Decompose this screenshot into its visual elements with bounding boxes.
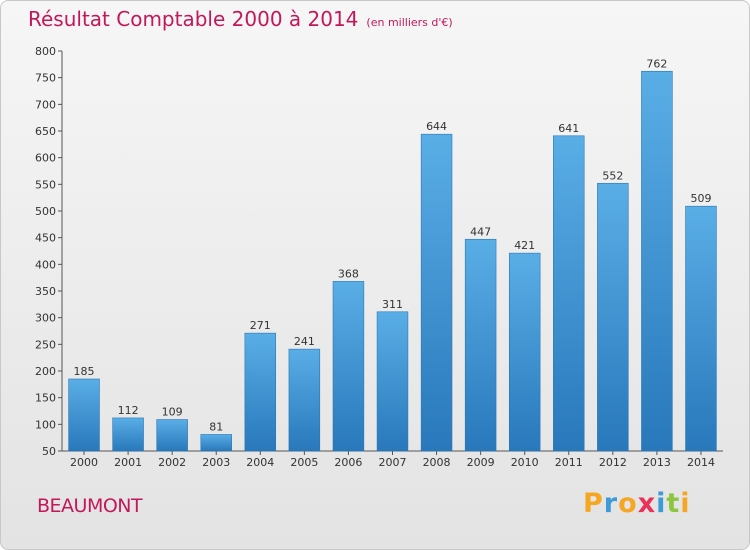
x-tick-label-2005: 2005 xyxy=(290,456,318,469)
x-tick-label-2011: 2011 xyxy=(555,456,583,469)
y-tick-label: 600 xyxy=(35,152,56,165)
y-tick-label: 650 xyxy=(35,125,56,138)
x-tick-label-2008: 2008 xyxy=(423,456,451,469)
value-label-2014: 509 xyxy=(690,192,711,205)
x-axis: 2000 2001 2002 2003 2004 2005 2006 2007 2008 2009… xyxy=(62,450,723,469)
x-tick-label-2003: 2003 xyxy=(202,456,230,469)
y-axis: 50 100 150 200 250 300 350 400 450 500 550 600 650 70… xyxy=(35,45,63,458)
bar-2007[interactable] xyxy=(376,311,409,452)
y-tick-label: 500 xyxy=(35,205,56,218)
x-tick-label-2013: 2013 xyxy=(643,456,671,469)
x-tick-label-2010: 2010 xyxy=(511,456,539,469)
bar-2011[interactable] xyxy=(553,135,585,452)
bar-2014[interactable] xyxy=(685,205,717,452)
value-label-2008: 644 xyxy=(426,120,447,133)
town-name: BEAUMONT xyxy=(37,495,143,517)
x-tick-label-2006: 2006 xyxy=(334,456,362,469)
chart-title: Résultat Comptable 2000 à 2014 (en millie… xyxy=(28,7,453,31)
bar-2004[interactable] xyxy=(244,332,277,452)
y-tick-label: 100 xyxy=(35,418,56,431)
x-tick-label-2002: 2002 xyxy=(158,456,186,469)
y-tick-label: 50 xyxy=(42,445,56,458)
chart-subtitle: (en milliers d'€) xyxy=(366,16,453,29)
x-tick-label-2012: 2012 xyxy=(599,456,627,469)
bar-2000[interactable] xyxy=(68,378,100,452)
bar-2013[interactable] xyxy=(641,70,673,452)
x-tick-label-2004: 2004 xyxy=(246,456,274,469)
value-label-2002: 109 xyxy=(162,406,183,419)
value-label-2005: 241 xyxy=(294,335,315,348)
logo-letter: o xyxy=(618,488,638,519)
value-label-2003: 81 xyxy=(209,420,223,433)
y-tick-label: 750 xyxy=(35,72,56,85)
value-label-2009: 447 xyxy=(470,225,491,238)
bars-group xyxy=(68,70,717,452)
value-label-2004: 271 xyxy=(250,319,271,332)
bar-2008[interactable] xyxy=(420,133,453,452)
y-tick-label: 200 xyxy=(35,365,56,378)
value-label-2011: 641 xyxy=(558,122,579,135)
value-label-2001: 112 xyxy=(118,404,139,417)
x-tick-label-2014: 2014 xyxy=(687,456,715,469)
logo-letter: x xyxy=(637,488,657,519)
bar-2010[interactable] xyxy=(508,252,541,452)
value-label-2013: 762 xyxy=(646,57,667,70)
x-tick-label-2009: 2009 xyxy=(467,456,495,469)
y-tick-label: 800 xyxy=(35,45,56,58)
y-tick-label: 150 xyxy=(35,392,56,405)
y-tick-label: 250 xyxy=(35,338,56,351)
bar-2012[interactable] xyxy=(597,182,629,452)
value-label-2007: 311 xyxy=(382,298,403,311)
bar-2009[interactable] xyxy=(464,238,497,452)
y-tick-label: 400 xyxy=(35,258,56,271)
proxiti-logo[interactable]: Proxiti xyxy=(583,488,691,519)
y-tick-label: 700 xyxy=(35,98,56,111)
logo-letter: i xyxy=(656,488,667,519)
value-label-2012: 552 xyxy=(602,169,623,182)
x-tick-label-2000: 2000 xyxy=(70,456,98,469)
bar-2003[interactable] xyxy=(200,434,232,452)
y-tick-label: 550 xyxy=(35,178,56,191)
logo-letter: t xyxy=(666,488,681,519)
chart-title-main: Résultat Comptable 2000 à 2014 xyxy=(28,7,359,31)
value-label-2006: 368 xyxy=(338,267,359,280)
y-tick-label: 450 xyxy=(35,232,56,245)
x-tick-label-2001: 2001 xyxy=(114,456,142,469)
logo-letter: i xyxy=(680,488,691,519)
value-label-2000: 185 xyxy=(74,365,95,378)
bar-2002[interactable] xyxy=(156,419,188,452)
y-tick-label: 300 xyxy=(35,312,56,325)
value-labels-group: 185 112 109 81 271 241 368 311 644 447 421 641 552 76… xyxy=(74,57,712,433)
x-tick-label-2007: 2007 xyxy=(379,456,407,469)
y-tick-label: 350 xyxy=(35,285,56,298)
value-label-2010: 421 xyxy=(514,239,535,252)
bar-2005[interactable] xyxy=(288,348,321,452)
logo-letter: P xyxy=(583,488,604,519)
logo-letter: r xyxy=(603,488,619,519)
bar-2006[interactable] xyxy=(332,281,365,452)
bar-2001[interactable] xyxy=(112,417,144,452)
